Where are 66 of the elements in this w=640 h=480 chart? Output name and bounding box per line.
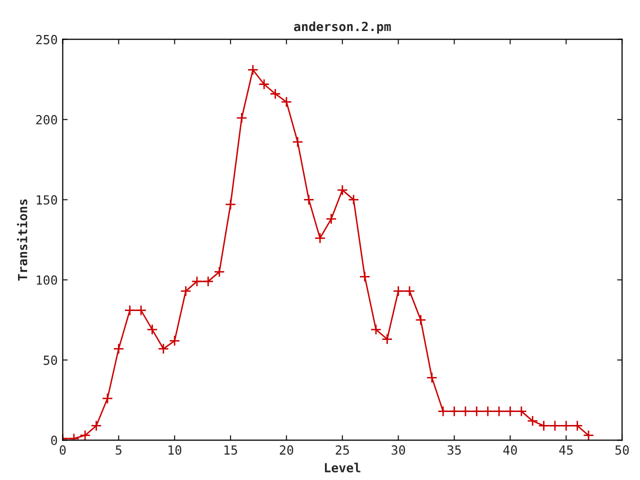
point <box>504 406 516 417</box>
point <box>280 96 292 108</box>
point <box>415 314 426 326</box>
point <box>426 372 438 384</box>
point <box>236 112 248 124</box>
point <box>560 420 572 432</box>
point <box>146 324 158 336</box>
point <box>191 276 203 287</box>
x-tick-label: 20 <box>280 445 294 455</box>
point <box>460 406 472 417</box>
y-tick-label: 250 <box>36 34 58 44</box>
point <box>359 271 370 282</box>
x-tick-label: 50 <box>615 445 629 455</box>
y-tick-label: 0 <box>51 436 58 446</box>
point <box>303 194 314 206</box>
point <box>538 420 550 432</box>
point <box>582 430 594 440</box>
point <box>102 392 114 404</box>
point <box>258 78 270 90</box>
point <box>370 324 382 336</box>
point <box>392 286 404 297</box>
point <box>124 304 136 316</box>
point <box>348 194 360 206</box>
point <box>270 88 281 100</box>
point <box>382 334 393 345</box>
point <box>438 406 449 417</box>
x-tick-label: 15 <box>224 445 238 455</box>
x-tick-label: 5 <box>116 445 122 455</box>
x-tick-label: 25 <box>336 445 349 455</box>
point <box>247 64 258 76</box>
point <box>516 406 527 417</box>
point <box>572 420 583 432</box>
x-axis-title: Level <box>324 462 360 472</box>
y-tick-label: 50 <box>44 356 58 365</box>
point <box>169 335 180 346</box>
y-tick-label: 150 <box>36 195 58 205</box>
point <box>527 415 538 426</box>
point <box>314 232 326 244</box>
point <box>448 406 460 417</box>
point <box>135 304 147 316</box>
chart-title: anderson.2.pm <box>294 22 391 34</box>
y-tick-label: 200 <box>36 115 58 124</box>
point <box>224 198 236 210</box>
x-tick-label: 40 <box>503 445 517 455</box>
point <box>292 136 304 148</box>
point <box>113 343 124 354</box>
x-tick-label: 10 <box>168 445 182 455</box>
x-tick-label: 30 <box>392 445 406 455</box>
point <box>180 286 192 297</box>
point <box>214 266 225 278</box>
point <box>549 420 561 432</box>
y-axis-title: Transitions <box>16 199 28 281</box>
point <box>158 343 169 354</box>
point <box>326 213 337 224</box>
point <box>471 406 482 417</box>
x-tick-label: 35 <box>448 445 461 455</box>
point <box>404 286 416 297</box>
x-tick-label: 45 <box>559 445 573 455</box>
point <box>90 420 102 432</box>
point <box>80 430 91 440</box>
point <box>482 406 494 417</box>
point <box>493 406 505 417</box>
x-tick-label: 0 <box>60 445 66 455</box>
point <box>336 184 348 196</box>
point <box>202 276 214 287</box>
y-tick-label: 100 <box>36 275 58 285</box>
